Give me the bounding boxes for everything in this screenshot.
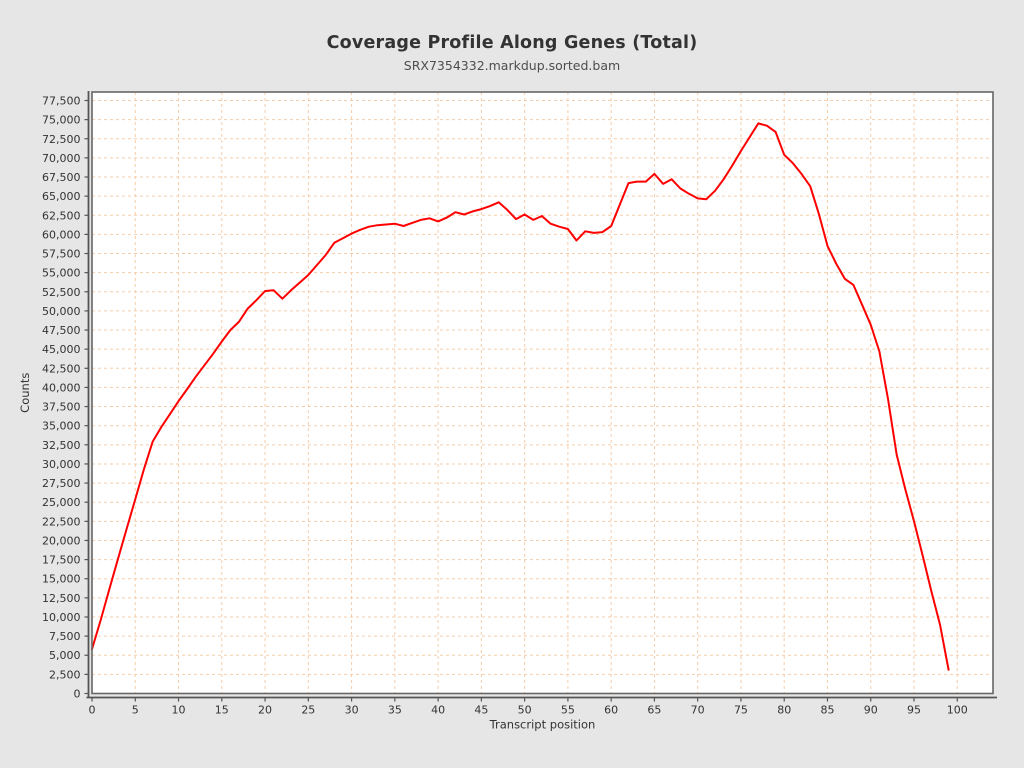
y-tick-label: 67,500 bbox=[42, 171, 81, 184]
x-tick-label: 65 bbox=[647, 704, 661, 717]
chart-subtitle: SRX7354332.markdup.sorted.bam bbox=[403, 58, 621, 73]
y-tick-label: 35,000 bbox=[42, 420, 81, 433]
y-tick-label: 37,500 bbox=[42, 401, 81, 414]
y-tick-label: 47,500 bbox=[42, 324, 81, 337]
x-axis-title: Transcript position bbox=[489, 718, 596, 732]
plot-border bbox=[91, 91, 994, 695]
x-tick-label: 10 bbox=[172, 704, 186, 717]
y-tick-label: 52,500 bbox=[42, 286, 81, 299]
x-tick-label: 45 bbox=[474, 704, 488, 717]
x-tick-label: 25 bbox=[301, 704, 315, 717]
y-tick-label: 72,500 bbox=[42, 133, 81, 146]
x-tick-label: 95 bbox=[907, 704, 921, 717]
y-tick-label: 42,500 bbox=[42, 362, 81, 375]
x-tick-label: 75 bbox=[734, 704, 748, 717]
x-tick-label: 15 bbox=[215, 704, 229, 717]
x-tick-label: 60 bbox=[604, 704, 618, 717]
y-tick-label: 10,000 bbox=[42, 611, 81, 624]
y-tick-label: 50,000 bbox=[42, 305, 81, 318]
y-tick-label: 5,000 bbox=[49, 649, 81, 662]
y-tick-label: 0 bbox=[74, 688, 81, 701]
x-tick-label: 35 bbox=[388, 704, 402, 717]
y-tick-label: 17,500 bbox=[42, 554, 81, 567]
x-tick-label: 80 bbox=[777, 704, 791, 717]
y-tick-label: 27,500 bbox=[42, 477, 81, 490]
y-tick-label: 15,000 bbox=[42, 573, 81, 586]
y-tick-label: 22,500 bbox=[42, 515, 81, 528]
plot-area bbox=[92, 92, 993, 694]
y-tick-label: 20,000 bbox=[42, 534, 81, 547]
y-tick-label: 7,500 bbox=[49, 630, 81, 643]
y-tick-label: 40,000 bbox=[42, 381, 81, 394]
y-tick-label: 62,500 bbox=[42, 209, 81, 222]
y-tick-label: 60,000 bbox=[42, 228, 81, 241]
chart-title: Coverage Profile Along Genes (Total) bbox=[326, 33, 698, 53]
x-tick-label: 5 bbox=[132, 704, 139, 717]
x-tick-label: 40 bbox=[431, 704, 445, 717]
y-tick-label: 70,000 bbox=[42, 152, 81, 165]
y-tick-label: 32,500 bbox=[42, 439, 81, 452]
x-tick-label: 70 bbox=[691, 704, 705, 717]
x-tick-label: 85 bbox=[820, 704, 834, 717]
y-tick-label: 12,500 bbox=[42, 592, 81, 605]
y-tick-label: 30,000 bbox=[42, 458, 81, 471]
x-tick-label: 50 bbox=[518, 704, 532, 717]
x-tick-label: 0 bbox=[89, 704, 96, 717]
coverage-series-line bbox=[91, 122, 950, 671]
y-axis-title: Counts bbox=[18, 373, 32, 413]
x-tick-label: 90 bbox=[864, 704, 878, 717]
y-tick-label: 57,500 bbox=[42, 248, 81, 261]
y-tick-label: 65,000 bbox=[42, 190, 81, 203]
y-tick-label: 75,000 bbox=[42, 114, 81, 127]
y-tick-label: 77,500 bbox=[42, 94, 81, 107]
y-tick-label: 25,000 bbox=[42, 496, 81, 509]
x-tick-label: 55 bbox=[561, 704, 575, 717]
x-tick-label: 100 bbox=[947, 704, 968, 717]
y-tick-label: 2,500 bbox=[49, 668, 81, 681]
x-tick-label: 30 bbox=[345, 704, 359, 717]
y-tick-label: 55,000 bbox=[42, 267, 81, 280]
x-tick-label: 20 bbox=[258, 704, 272, 717]
y-tick-label: 45,000 bbox=[42, 343, 81, 356]
